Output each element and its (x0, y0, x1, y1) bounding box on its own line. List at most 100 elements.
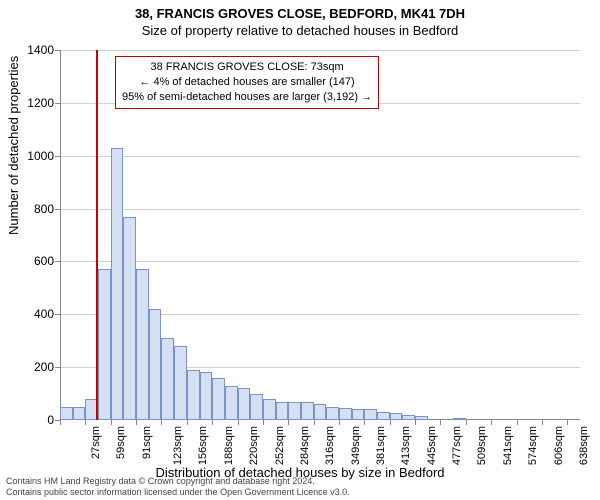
histogram-bar (326, 407, 339, 420)
chart-container: 38, FRANCIS GROVES CLOSE, BEDFORD, MK41 … (0, 0, 600, 500)
xtick-label: 188sqm (223, 426, 235, 465)
ytick-label: 1400 (14, 43, 54, 57)
histogram-bar (276, 402, 289, 421)
xtick-mark (161, 420, 162, 425)
annotation-line-3: 95% of semi-detached houses are larger (… (122, 90, 372, 105)
histogram-bar (123, 217, 136, 421)
ytick-mark (55, 367, 60, 368)
xtick-label: 27sqm (90, 426, 102, 459)
xtick-mark (60, 420, 61, 425)
histogram-bar (149, 309, 162, 420)
xtick-label: 252sqm (274, 426, 286, 465)
histogram-bar (187, 370, 200, 420)
histogram-bar (250, 394, 263, 420)
histogram-bar (263, 399, 276, 420)
histogram-bar (390, 413, 403, 420)
xtick-mark (238, 420, 239, 425)
xtick-label: 59sqm (115, 426, 127, 459)
chart-subtitle: Size of property relative to detached ho… (0, 23, 600, 38)
annotation-box: 38 FRANCIS GROVES CLOSE: 73sqm ← 4% of d… (115, 56, 379, 109)
ytick-label: 0 (14, 413, 54, 427)
xtick-mark (136, 420, 137, 425)
xtick-label: 123sqm (172, 426, 184, 465)
xtick-mark (111, 420, 112, 425)
xtick-mark (517, 420, 518, 425)
ytick-label: 1000 (14, 149, 54, 163)
xtick-label: 349sqm (350, 426, 362, 465)
xtick-mark (415, 420, 416, 425)
histogram-bar (98, 269, 111, 420)
xtick-mark (567, 420, 568, 425)
gridline (60, 261, 580, 262)
gridline (60, 209, 580, 210)
xtick-label: 638sqm (578, 426, 590, 465)
xtick-label: 220sqm (248, 426, 260, 465)
annotation-line-1: 38 FRANCIS GROVES CLOSE: 73sqm (122, 60, 372, 75)
histogram-bar (174, 346, 187, 420)
histogram-bar (73, 407, 86, 420)
xtick-mark (390, 420, 391, 425)
xtick-mark (288, 420, 289, 425)
xtick-label: 91sqm (141, 426, 153, 459)
ytick-mark (55, 50, 60, 51)
histogram-bar (352, 409, 365, 420)
xtick-mark (314, 420, 315, 425)
xtick-label: 541sqm (502, 426, 514, 465)
ytick-label: 800 (14, 202, 54, 216)
footer: Contains HM Land Registry data © Crown c… (6, 476, 350, 498)
footer-line-2: Contains public sector information licen… (6, 487, 350, 498)
annotation-line-2: ← 4% of detached houses are smaller (147… (122, 75, 372, 90)
ytick-mark (55, 103, 60, 104)
y-axis-line (60, 50, 61, 420)
histogram-bar (377, 412, 390, 420)
chart-title: 38, FRANCIS GROVES CLOSE, BEDFORD, MK41 … (0, 0, 600, 21)
ytick-label: 400 (14, 307, 54, 321)
xtick-mark (491, 420, 492, 425)
xtick-label: 574sqm (527, 426, 539, 465)
xtick-label: 156sqm (198, 426, 210, 465)
histogram-bar (212, 378, 225, 420)
xtick-mark (263, 420, 264, 425)
footer-line-1: Contains HM Land Registry data © Crown c… (6, 476, 350, 487)
histogram-bar (200, 372, 213, 420)
xtick-label: 381sqm (375, 426, 387, 465)
xtick-mark (85, 420, 86, 425)
xtick-mark (187, 420, 188, 425)
gridline (60, 50, 580, 51)
histogram-bar (364, 409, 377, 420)
xtick-label: 316sqm (324, 426, 336, 465)
histogram-bar (453, 418, 466, 420)
plot-area: 020040060080010001200140027sqm59sqm91sqm… (60, 50, 580, 420)
histogram-bar (339, 408, 352, 420)
histogram-bar (111, 148, 124, 420)
ytick-label: 1200 (14, 96, 54, 110)
xtick-mark (542, 420, 543, 425)
histogram-bar (60, 407, 73, 420)
xtick-label: 606sqm (553, 426, 565, 465)
ytick-label: 200 (14, 360, 54, 374)
ytick-label: 600 (14, 254, 54, 268)
histogram-bar (225, 386, 238, 420)
xtick-label: 445sqm (426, 426, 438, 465)
xtick-mark (440, 420, 441, 425)
xtick-mark (364, 420, 365, 425)
ytick-mark (55, 209, 60, 210)
ytick-mark (55, 314, 60, 315)
histogram-bar (402, 415, 415, 420)
histogram-bar (288, 402, 301, 421)
xtick-label: 413sqm (401, 426, 413, 465)
xtick-mark (212, 420, 213, 425)
ytick-mark (55, 261, 60, 262)
histogram-bar (136, 269, 149, 420)
xtick-label: 284sqm (299, 426, 311, 465)
histogram-bar (301, 402, 314, 421)
ytick-mark (55, 156, 60, 157)
xtick-label: 477sqm (451, 426, 463, 465)
xtick-mark (466, 420, 467, 425)
xtick-label: 509sqm (477, 426, 489, 465)
histogram-bar (415, 416, 428, 420)
xtick-mark (339, 420, 340, 425)
histogram-bar (314, 404, 327, 420)
histogram-bar (238, 388, 251, 420)
gridline (60, 156, 580, 157)
